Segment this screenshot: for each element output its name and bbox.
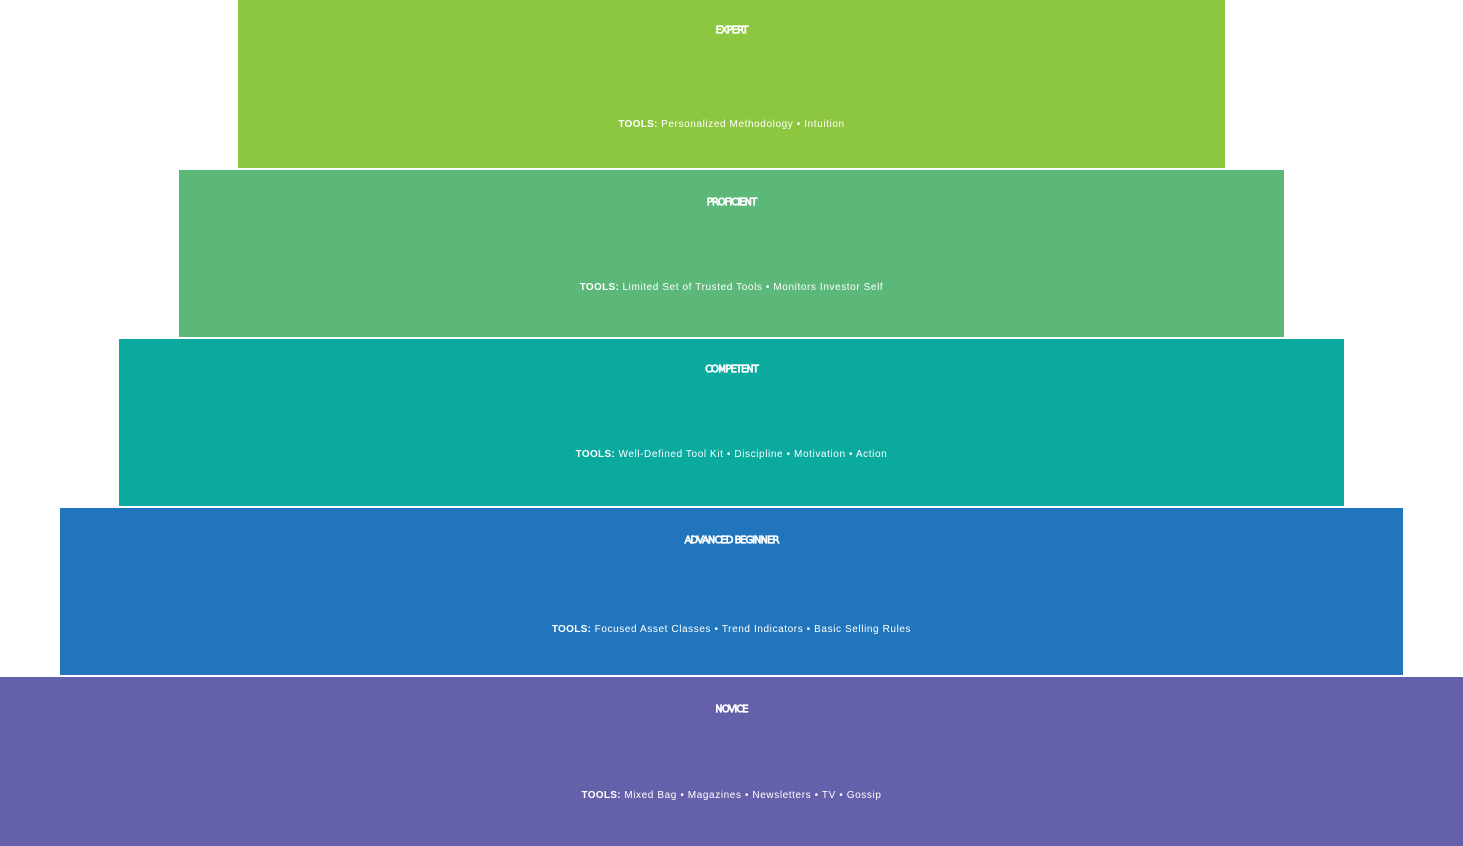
- tools-text: Limited Set of Trusted Tools • Monitors …: [622, 282, 884, 293]
- tier-title: EXPERT: [715, 25, 749, 36]
- tools-prefix: TOOLS:: [581, 790, 621, 801]
- tier-tools-line: TOOLS: Limited Set of Trusted Tools • Mo…: [179, 283, 1284, 293]
- tier-tools-line: TOOLS: Mixed Bag • Magazines • Newslette…: [0, 791, 1463, 801]
- tier-tools-line: TOOLS: Focused Asset Classes • Trend Ind…: [60, 625, 1403, 635]
- tier-expert: EXPERT TOOLS: Personalized Methodology •…: [238, 0, 1225, 168]
- tools-text: Personalized Methodology • Intuition: [661, 119, 845, 130]
- tier-tools-line: TOOLS: Personalized Methodology • Intuit…: [238, 120, 1225, 130]
- tools-text: Mixed Bag • Magazines • Newsletters • TV…: [624, 790, 882, 801]
- tier-title: ADVANCED BEGINNER: [684, 535, 780, 546]
- tools-prefix: TOOLS:: [618, 119, 658, 130]
- tools-prefix: TOOLS:: [575, 449, 616, 460]
- tier-proficient: PROFICIENT TOOLS: Limited Set of Trusted…: [179, 170, 1284, 337]
- tools-text: Well-Defined Tool Kit • Discipline • Mot…: [618, 449, 888, 460]
- tools-text: Focused Asset Classes • Trend Indicators…: [594, 624, 912, 635]
- tier-advanced-beginner: ADVANCED BEGINNER TOOLS: Focused Asset C…: [60, 508, 1403, 675]
- tools-prefix: TOOLS:: [551, 624, 592, 635]
- tier-title: COMPETENT: [704, 364, 759, 375]
- tier-title: PROFICIENT: [706, 197, 758, 208]
- tier-competent: COMPETENT TOOLS: Well-Defined Tool Kit •…: [119, 339, 1344, 506]
- tier-novice: NOVICE TOOLS: Mixed Bag • Magazines • Ne…: [0, 677, 1463, 846]
- tier-tools-line: TOOLS: Well-Defined Tool Kit • Disciplin…: [119, 450, 1344, 460]
- tier-title: NOVICE: [715, 704, 749, 715]
- tools-prefix: TOOLS:: [579, 282, 620, 293]
